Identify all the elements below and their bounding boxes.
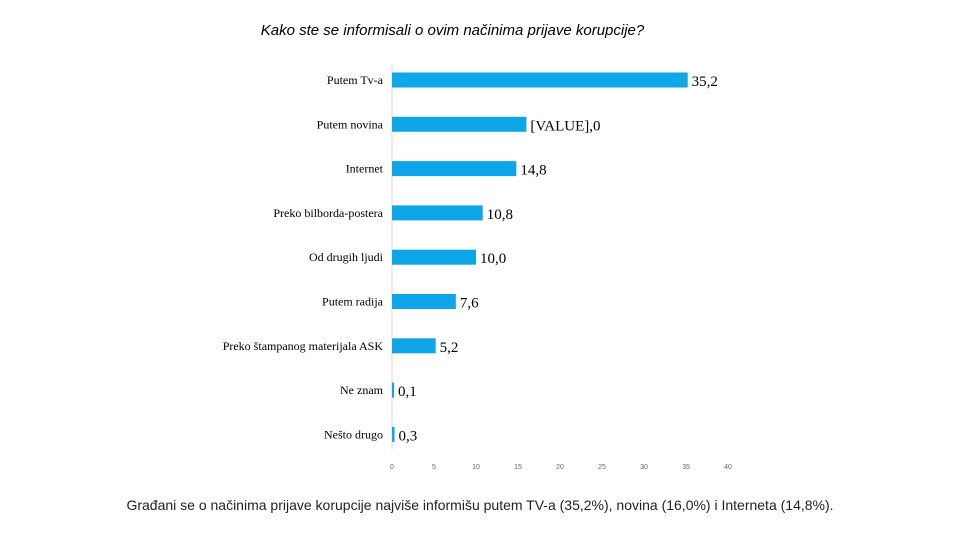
bar [392,426,395,442]
data-label: 5,2 [440,340,459,356]
x-tick-label: 30 [640,464,648,471]
bar [392,161,517,177]
bar [392,249,476,265]
bar-chart: Putem Tv-a 35,2 Putem novina [VALUE],0 Inter… [223,65,732,471]
data-label: 0,1 [398,384,417,400]
category-label: Preko bilborda-postera [273,206,383,220]
data-label: 35,2 [692,74,718,90]
bar [392,205,483,221]
bar [392,294,456,309]
data-label: 10,0 [480,251,506,267]
category-label: Internet [346,162,384,176]
x-tick-label: 15 [514,464,522,471]
x-tick-label: 0 [390,464,394,471]
bar [392,382,394,398]
bar [392,338,436,354]
data-label: 0,3 [399,428,418,444]
x-tick-label: 5 [432,464,436,471]
data-label: 14,8 [520,163,546,179]
x-tick-label: 25 [598,464,606,471]
category-label: Ne znam [340,383,384,397]
chart-caption: Građani se o načinima prijave korupcije … [126,497,834,513]
bar [392,116,527,132]
category-label: Preko štampanog materijala ASK [223,339,384,353]
x-tick-label: 10 [472,464,480,471]
data-label: [VALUE],0 [530,118,600,134]
chart-title: Kako ste se informisali o ovim načinima … [260,22,645,39]
category-label: Putem novina [317,117,384,131]
x-tick-label: 20 [556,464,564,471]
category-label: Putem radija [322,295,384,309]
category-label: Od drugih ljudi [309,250,384,264]
data-label: 7,6 [460,296,479,312]
category-label: Putem Tv-a [327,73,384,87]
data-label: 10,8 [487,207,513,223]
x-tick-label: 40 [724,464,732,471]
category-label: Nešto drugo [324,427,383,441]
x-tick-label: 35 [682,464,690,471]
bar [392,72,688,88]
